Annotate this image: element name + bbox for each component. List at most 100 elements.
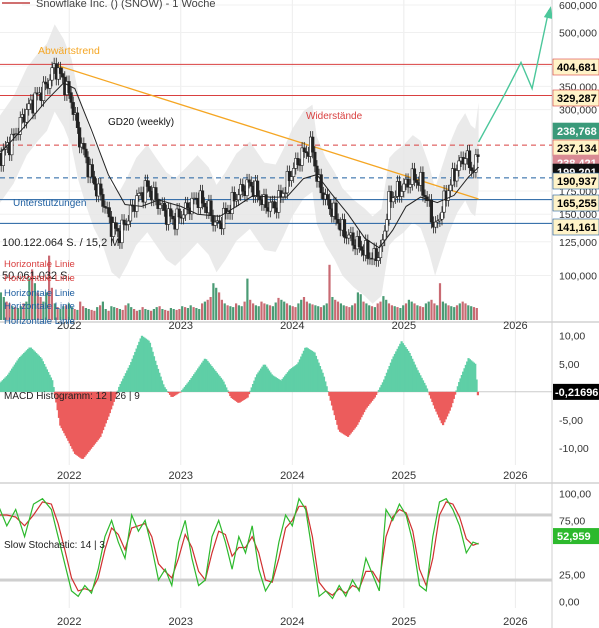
macd-histogram-bar: [49, 377, 53, 392]
macd-histogram-bar: [221, 379, 224, 392]
volume-bar: [376, 303, 379, 320]
volume-bar: [229, 306, 232, 320]
candle-body: [285, 171, 289, 194]
volume-bar: [240, 306, 243, 320]
macd-histogram-bar: [288, 370, 291, 392]
macd-histogram-bar: [454, 391, 457, 395]
price-x-tick: 2026: [503, 320, 527, 332]
macd-histogram-bar: [300, 356, 303, 392]
volume-bar: [65, 305, 68, 320]
macd-histogram-bar: [190, 378, 193, 392]
volume-bar: [169, 308, 172, 320]
volume-bar: [268, 305, 272, 320]
macd-histogram-bar: [85, 391, 89, 454]
macd-histogram-bar: [330, 391, 334, 406]
chart-title: Snowflake Inc. () (SNOW) - 1 Woche: [36, 0, 216, 10]
macd-histogram-bar: [459, 378, 462, 392]
macd-histogram-bar: [229, 391, 232, 397]
candle-body: [69, 92, 73, 103]
candle-body: [203, 202, 207, 208]
macd-histogram-bar: [166, 391, 169, 392]
volume-bar: [252, 303, 255, 320]
volume-bar: [22, 303, 25, 320]
macd-histogram-bar: [404, 347, 407, 392]
volume-bar: [16, 308, 19, 320]
macd-histogram-bar: [201, 362, 204, 392]
macd-x-tick: 2025: [392, 470, 416, 482]
macd-histogram-bar: [257, 372, 260, 392]
volume-bar: [328, 264, 331, 320]
price-x-tick: 2022: [57, 320, 81, 332]
candle-body: [90, 164, 94, 178]
macd-histogram-bar: [1, 380, 4, 392]
volume-bar: [76, 309, 79, 320]
macd-histogram-bar: [33, 351, 36, 392]
candle-body: [186, 202, 190, 209]
candle-body: [423, 195, 427, 198]
volume-bar: [175, 309, 178, 320]
volume-bar: [93, 310, 96, 320]
candle-body: [61, 73, 65, 78]
candle-body: [448, 184, 453, 192]
macd-histogram-bar: [239, 391, 243, 402]
macd-histogram-bar: [178, 391, 181, 393]
price-tag-label: 329,287: [557, 93, 597, 105]
macd-histogram-bar: [428, 391, 431, 396]
candle-body: [27, 103, 31, 110]
macd-histogram-bar: [127, 367, 130, 392]
macd-histogram-bar: [246, 391, 249, 398]
macd-histogram-bar: [187, 381, 190, 392]
candle-body: [359, 246, 364, 251]
volume-bar: [351, 305, 354, 320]
macd-histogram-bar: [0, 381, 3, 392]
volume-bar: [373, 307, 376, 320]
candle-body: [78, 127, 82, 148]
volume-bar: [195, 308, 198, 320]
macd-histogram-bar: [146, 339, 149, 392]
macd-histogram-bar: [40, 358, 43, 392]
candle-body: [414, 179, 419, 183]
volume-bar: [382, 296, 385, 320]
macd-histogram-bar: [96, 391, 99, 441]
stoch-band-line: [0, 578, 552, 582]
candle-body: [463, 158, 467, 165]
macd-histogram-bar: [405, 348, 409, 392]
macd-histogram-bar: [7, 374, 10, 392]
candle-body: [389, 191, 393, 203]
volume-bar: [314, 305, 317, 320]
macd-histogram-bar: [56, 391, 59, 411]
macd-histogram-bar: [253, 380, 256, 392]
macd-histogram-bar: [297, 362, 300, 392]
macd-histogram-bar: [226, 390, 229, 392]
macd-histogram-bar: [29, 347, 32, 392]
macd-histogram-bar: [17, 358, 20, 392]
volume-bar: [158, 306, 161, 320]
volume-bar: [424, 303, 427, 320]
candle-body: [156, 198, 160, 209]
price-tag-support: [552, 194, 599, 212]
price-tag-label: 165,255: [557, 198, 597, 210]
macd-histogram-bar: [421, 380, 425, 392]
macd-histogram-bar: [371, 391, 374, 401]
gd20-line: [0, 82, 479, 249]
volume-bar: [370, 306, 374, 320]
price-tag-label: 190,937: [557, 176, 597, 188]
macd-histogram-bar: [193, 374, 196, 392]
macd-histogram-bar: [89, 391, 93, 449]
macd-histogram-bar: [431, 391, 434, 402]
stoch-y-tick: 25,00: [559, 570, 585, 582]
volume-bar: [427, 301, 430, 320]
candle-body: [357, 236, 361, 247]
macd-histogram-bar: [95, 391, 98, 442]
macd-histogram-bar: [91, 391, 94, 447]
candle-body: [167, 208, 171, 225]
macd-histogram-bar: [399, 343, 402, 392]
macd-histogram-bar: [408, 352, 411, 392]
volume-bar: [110, 306, 113, 320]
macd-histogram-bar: [391, 359, 394, 392]
volume-bar: [53, 303, 56, 320]
macd-histogram-bar: [344, 391, 347, 436]
macd-histogram-bar: [164, 389, 168, 392]
candle-body: [412, 168, 417, 181]
macd-histogram-bar: [285, 373, 288, 392]
